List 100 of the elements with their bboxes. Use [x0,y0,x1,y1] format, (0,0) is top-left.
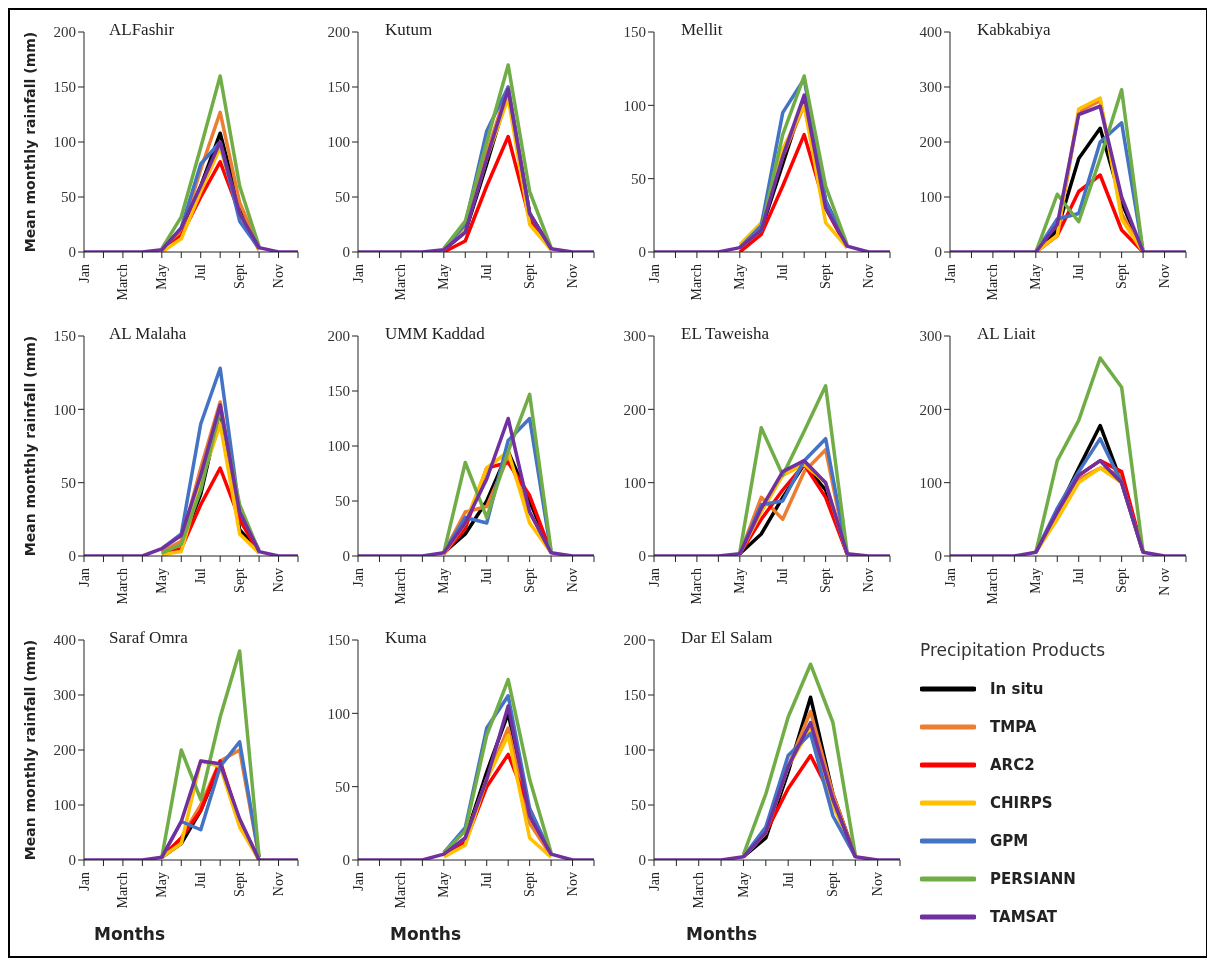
y-tick-label: 100 [327,438,350,455]
y-tick-label: 200 [327,328,350,345]
y-tick-label: 100 [53,134,76,151]
x-tick-label: Jul [775,263,791,281]
legend-label: In situ [990,680,1044,698]
x-tick-label: Jul [479,263,495,281]
y-tick-label: 0 [934,548,942,565]
y-tick-label: 150 [53,328,76,345]
legend-label: TMPA [990,718,1037,736]
x-tick-label: Sept [522,263,538,289]
y-tick-label: 100 [623,742,646,759]
legend-label: PERSIANN [990,870,1076,888]
chart-title: Dar El Salam [681,628,773,648]
chart-title: Mellit [681,20,723,40]
legend-label: CHIRPS [990,794,1053,812]
x-tick-label: Sept [522,567,538,593]
x-tick-label: Jan [646,568,662,587]
x-tick-label: Jan [76,264,92,283]
y-tick-label: 50 [631,170,646,187]
y-tick-label: 200 [919,134,942,151]
x-tick-label: Jul [1071,567,1087,585]
x-tick-label: Sept [818,567,834,593]
y-tick-label: 0 [638,852,646,869]
y-tick-label: 0 [342,852,350,869]
x-tick-label: May [1028,568,1044,594]
y-tick-label: 0 [68,548,76,565]
y-tick-label: 0 [68,244,76,261]
y-tick-label: 300 [53,687,76,704]
x-tick-label: March [691,872,707,909]
x-tick-label: Jan [350,568,366,587]
x-tick-label: Nov [861,568,877,593]
x-tick-label: Nov [565,872,581,897]
x-tick-label: Nov [271,264,287,289]
legend-label: GPM [990,832,1029,850]
y-tick-label: 50 [61,189,76,206]
x-tick-label: March [393,264,409,301]
y-tick-label: 400 [919,24,942,41]
x-tick-label: March [689,264,705,301]
x-tick-label: Jan [942,264,958,283]
y-tick-label: 0 [934,244,942,261]
x-tick-label: Jul [775,567,791,585]
x-tick-label: Jan [646,872,662,891]
y-tick-label: 200 [623,632,646,649]
x-tick-label: Sept [1114,567,1130,593]
y-tick-label: 100 [53,797,76,814]
legend-label: ARC2 [990,756,1035,774]
chart-title: Kutum [385,20,433,40]
chart-title: Saraf Omra [109,628,188,648]
x-tick-label: March [115,264,131,301]
y-tick-label: 100 [623,474,646,491]
y-tick-label: 400 [53,632,76,649]
y-tick-label: 100 [623,97,646,114]
y-tick-label: 100 [919,189,942,206]
x-tick-label: Jul [193,263,209,281]
x-tick-label: Sept [522,871,538,897]
x-tick-label: May [436,872,452,898]
chart-title: AL Malaha [109,324,187,344]
x-tick-label: Nov [1157,264,1173,289]
x-tick-label: Nov [565,264,581,289]
x-tick-label: Sept [1114,263,1130,289]
y-tick-label: 150 [327,632,350,649]
y-tick-label: 150 [327,383,350,400]
y-tick-label: 50 [631,797,646,814]
x-tick-label: Jan [76,568,92,587]
x-tick-label: March [393,872,409,909]
y-tick-label: 200 [919,401,942,418]
x-tick-label: May [154,264,170,290]
x-tick-label: March [985,568,1001,605]
chart-title: ALFashir [109,20,175,40]
x-axis-title: Months [390,924,462,944]
y-tick-label: 300 [919,328,942,345]
x-tick-label: Jan [350,264,366,283]
x-tick-label: Sept [232,263,248,289]
x-tick-label: Jan [350,872,366,891]
x-tick-label: May [436,264,452,290]
chart-title: EL Taweisha [681,324,770,344]
x-tick-label: Jan [942,568,958,587]
x-tick-label: March [985,264,1001,301]
y-tick-label: 100 [919,474,942,491]
x-axis-title: Months [94,924,166,944]
y-tick-label: 0 [638,548,646,565]
y-tick-label: 200 [327,24,350,41]
x-tick-label: May [154,872,170,898]
y-tick-label: 300 [623,328,646,345]
x-tick-label: May [732,568,748,594]
x-tick-label: N ov [1157,568,1173,596]
x-tick-label: Sept [232,567,248,593]
x-tick-label: Sept [818,263,834,289]
y-tick-label: 0 [638,244,646,261]
x-tick-label: March [115,568,131,605]
y-tick-label: 50 [335,189,350,206]
x-tick-label: Jan [646,264,662,283]
y-tick-label: 150 [327,79,350,96]
y-tick-label: 0 [342,244,350,261]
y-axis-title: Mean monthly rainfall (mm) [21,31,38,253]
chart-title: AL Liait [977,324,1036,344]
x-tick-label: Jul [193,567,209,585]
x-tick-label: Sept [232,871,248,897]
x-tick-label: May [732,264,748,290]
x-tick-label: March [689,568,705,605]
